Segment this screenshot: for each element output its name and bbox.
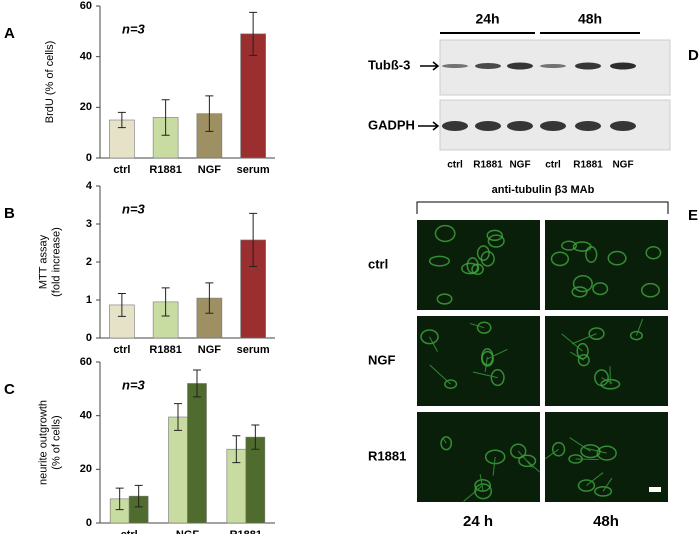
x-tick-label: NGF [198, 344, 222, 356]
row-label: NGF [368, 352, 396, 367]
x-tick-label: NGF [198, 164, 222, 176]
x-tick-label: R1881 [149, 164, 181, 176]
bar [169, 417, 188, 523]
lane-label: R1881 [473, 160, 503, 171]
y-axis-label: (fold increase) [50, 227, 62, 297]
arrow [418, 122, 438, 130]
y-axis-label: BrdU (% of cells) [44, 41, 56, 124]
bracket [417, 202, 668, 214]
bar [188, 383, 207, 523]
x-tick-label: serum [237, 164, 270, 176]
scale-bar [649, 487, 661, 492]
neurite [576, 459, 599, 460]
lane-label: ctrl [447, 160, 463, 171]
band [575, 121, 601, 131]
annotation: n=3 [122, 377, 146, 392]
y-axis-label: (% of cells) [50, 415, 62, 469]
lane-label: R1881 [573, 160, 603, 171]
microscopy-title: anti-tubulin β3 MAb [492, 184, 595, 196]
band [507, 121, 533, 131]
y-axis-label: MTT assay [37, 234, 49, 289]
band [610, 63, 636, 70]
y-tick-label: 20 [80, 463, 92, 475]
y-tick-label: 4 [86, 180, 93, 192]
column-label: 24 h [463, 513, 493, 530]
band [442, 121, 468, 131]
y-axis-label: neurite outgrowth [37, 400, 49, 485]
y-tick-label: 0 [86, 332, 92, 344]
panel-label: D [688, 47, 699, 64]
band [507, 63, 533, 70]
row-label: R1881 [368, 448, 406, 463]
x-tick-label: ctrl [113, 164, 130, 176]
y-tick-label: 0 [86, 517, 92, 529]
time-label: 24h [475, 11, 499, 27]
lane-label: ctrl [545, 160, 561, 171]
panel-label: E [688, 207, 698, 224]
band [540, 64, 566, 68]
band [475, 63, 501, 69]
band [442, 64, 468, 68]
annotation: n=3 [122, 201, 146, 216]
y-tick-label: 60 [80, 0, 92, 12]
x-tick-label: ctrl [121, 529, 138, 534]
y-tick-label: 40 [80, 51, 92, 63]
x-tick-label: serum [237, 344, 270, 356]
lane-label: NGF [509, 160, 530, 171]
y-tick-label: 2 [86, 256, 92, 268]
arrow [420, 62, 438, 70]
y-tick-label: 20 [80, 101, 92, 113]
panel-label: A [4, 25, 15, 42]
band [610, 121, 636, 131]
x-tick-label: NGF [176, 529, 200, 534]
column-label: 48h [593, 513, 619, 530]
annotation: n=3 [122, 21, 146, 36]
panel-label: B [4, 205, 15, 222]
lane-label: NGF [612, 160, 633, 171]
blot-row-label: Tubß-3 [368, 57, 410, 72]
time-label: 48h [578, 11, 602, 27]
y-tick-label: 0 [86, 152, 92, 164]
blot-row-label: GADPH [368, 117, 415, 132]
row-label: ctrl [368, 256, 388, 271]
band [540, 121, 566, 131]
y-tick-label: 3 [86, 218, 92, 230]
panel-label: C [4, 381, 15, 398]
x-tick-label: R1881 [149, 344, 181, 356]
y-tick-label: 40 [80, 410, 92, 422]
x-tick-label: R1881 [230, 529, 262, 534]
y-tick-label: 60 [80, 356, 92, 368]
micrograph [545, 316, 668, 406]
band [475, 121, 501, 131]
y-tick-label: 1 [86, 294, 92, 306]
bar [246, 437, 265, 523]
band [575, 63, 601, 70]
x-tick-label: ctrl [113, 344, 130, 356]
